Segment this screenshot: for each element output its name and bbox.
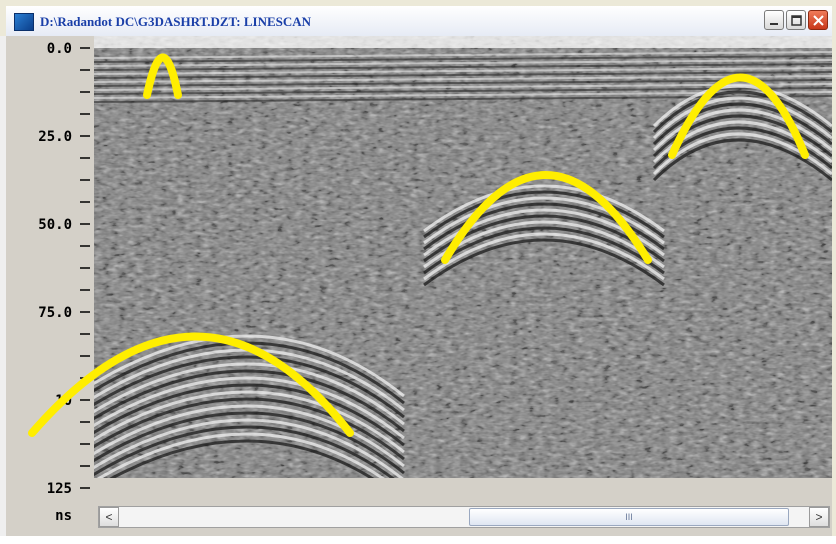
axis-tick-label: 0.0 (47, 41, 72, 57)
horizontal-scrollbar[interactable]: < III > (98, 506, 830, 528)
scroll-thumb[interactable]: III (469, 508, 789, 526)
close-button[interactable] (808, 10, 828, 30)
scroll-right-button[interactable]: > (809, 507, 829, 527)
reflection-band (94, 55, 832, 63)
axis-tick-label: 125 (47, 481, 72, 497)
axis-tick-label: 25.0 (38, 129, 72, 145)
axis-tick-label: 10 (55, 393, 72, 409)
reflection-band (94, 51, 832, 59)
title-bar[interactable]: D:\Radandot DC\G3DASHRT.DZT: LINESCAN (6, 6, 832, 37)
minimize-button[interactable] (764, 10, 784, 30)
axis-unit-label: ns (55, 508, 72, 524)
radargram-image (94, 36, 832, 478)
close-icon (813, 15, 824, 26)
scroll-left-button[interactable]: < (99, 507, 119, 527)
window-bottom-frame (0, 536, 836, 544)
reflection-band (94, 71, 832, 79)
maximize-button[interactable] (786, 10, 806, 30)
linescan-radargram[interactable] (94, 36, 832, 478)
reflection-band (94, 63, 832, 71)
scroll-area: < III > (94, 478, 832, 536)
axis-tick-label: 50.0 (38, 217, 72, 233)
window-title: D:\Radandot DC\G3DASHRT.DZT: LINESCAN (40, 14, 312, 29)
axis-tick-label: 75.0 (38, 305, 72, 321)
maximize-icon (791, 15, 802, 26)
reflection-band (94, 67, 832, 75)
time-axis-panel: 0.0 25.0 50.0 75.0 10 125 ns (6, 36, 94, 536)
reflection-band (109, 439, 375, 478)
reflection-band (94, 59, 832, 67)
window-left-frame (0, 36, 6, 544)
time-axis: 0.0 25.0 50.0 75.0 10 125 ns (38, 41, 90, 524)
app-icon (14, 13, 34, 31)
minimize-icon (770, 23, 778, 25)
